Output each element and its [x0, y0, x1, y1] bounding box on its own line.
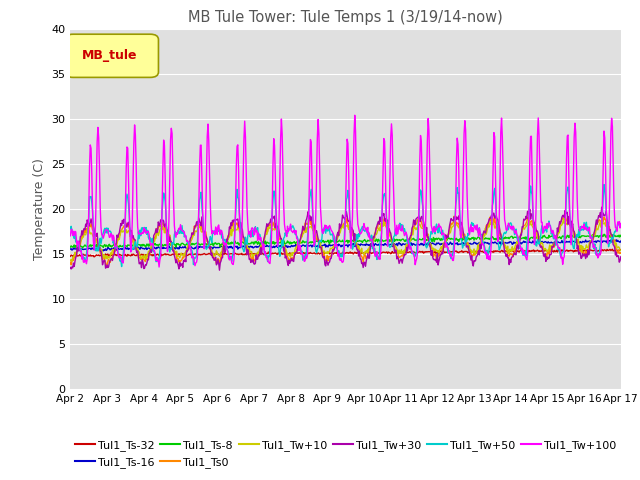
Title: MB Tule Tower: Tule Temps 1 (3/19/14-now): MB Tule Tower: Tule Temps 1 (3/19/14-now… [188, 10, 503, 25]
Tul1_Ts-8 [600, 231, 608, 237]
Line: Tul1_Tw+30: Tul1_Tw+30 [70, 207, 621, 270]
Tul1_Ts-16 [77, 248, 84, 254]
Tul1_Tw+10 [212, 252, 220, 257]
Tul1_Tw+10 [568, 227, 576, 232]
Tul1_Ts-16 [445, 241, 453, 247]
Tul1_Ts0 [102, 264, 110, 269]
Tul1_Tw+30 [216, 267, 223, 273]
Tul1_Tw+100 [338, 259, 346, 265]
Tul1_Ts0 [392, 248, 399, 253]
Tul1_Tw+100 [188, 255, 196, 261]
Tul1_Tw+50 [67, 226, 74, 232]
Tul1_Tw+100 [67, 233, 74, 239]
Tul1_Ts-16 [617, 238, 625, 244]
Tul1_Ts-8 [212, 240, 220, 246]
Line: Tul1_Ts0: Tul1_Ts0 [70, 216, 621, 266]
Tul1_Tw+50 [118, 264, 125, 269]
Tul1_Ts0 [451, 213, 458, 219]
Tul1_Ts-32 [609, 246, 616, 252]
Tul1_Ts-32 [617, 247, 625, 252]
Tul1_Tw+100 [351, 112, 358, 118]
Line: Tul1_Ts-32: Tul1_Ts-32 [70, 249, 621, 257]
Tul1_Tw+100 [392, 231, 400, 237]
Tul1_Tw+10 [68, 258, 76, 264]
Tul1_Ts-32 [67, 253, 74, 259]
Tul1_Ts-8 [445, 236, 453, 241]
Tul1_Ts-16 [612, 237, 620, 243]
Tul1_Ts-32 [188, 252, 196, 257]
Tul1_Ts-16 [188, 245, 196, 251]
Line: Tul1_Ts-8: Tul1_Ts-8 [70, 234, 621, 248]
Tul1_Ts-8 [392, 237, 399, 242]
Tul1_Ts0 [212, 256, 220, 262]
Tul1_Ts-16 [392, 242, 399, 248]
Tul1_Tw+50 [600, 181, 608, 187]
Tul1_Tw+10 [338, 225, 346, 231]
Tul1_Tw+50 [188, 248, 196, 253]
Tul1_Tw+30 [617, 254, 625, 260]
Tul1_Ts-32 [212, 251, 220, 257]
Tul1_Tw+10 [559, 216, 567, 222]
Tul1_Ts-32 [567, 248, 575, 253]
Tul1_Ts0 [188, 235, 196, 241]
Tul1_Ts-32 [90, 254, 98, 260]
Tul1_Tw+10 [67, 257, 74, 263]
Tul1_Ts0 [617, 251, 625, 256]
Tul1_Ts-32 [445, 249, 453, 254]
Tul1_Tw+30 [338, 220, 346, 226]
Tul1_Ts-16 [212, 245, 220, 251]
Tul1_Tw+10 [392, 243, 399, 249]
Tul1_Ts-8 [79, 245, 86, 251]
Tul1_Tw+50 [567, 229, 575, 235]
Line: Tul1_Tw+10: Tul1_Tw+10 [70, 219, 621, 261]
Tul1_Ts-8 [67, 244, 74, 250]
Tul1_Tw+10 [445, 228, 453, 234]
Tul1_Tw+10 [617, 248, 625, 253]
Tul1_Ts0 [445, 227, 453, 232]
Line: Tul1_Tw+50: Tul1_Tw+50 [70, 184, 621, 266]
Tul1_Ts-8 [188, 240, 196, 246]
Tul1_Ts-16 [67, 246, 74, 252]
Tul1_Tw+30 [211, 257, 219, 263]
Tul1_Ts-8 [338, 239, 346, 244]
Tul1_Tw+30 [598, 204, 605, 210]
Tul1_Ts-32 [338, 250, 346, 256]
Tul1_Tw+50 [392, 226, 399, 232]
Tul1_Tw+100 [447, 253, 454, 259]
Tul1_Tw+30 [392, 248, 399, 253]
Tul1_Ts-8 [567, 235, 575, 240]
Tul1_Tw+100 [156, 264, 163, 270]
Legend: Tul1_Ts-32, Tul1_Ts-16, Tul1_Ts-8, Tul1_Ts0, Tul1_Tw+10, Tul1_Tw+30, Tul1_Tw+50,: Tul1_Ts-32, Tul1_Ts-16, Tul1_Ts-8, Tul1_… [70, 436, 621, 472]
Tul1_Tw+30 [567, 218, 575, 224]
Y-axis label: Temperature (C): Temperature (C) [33, 158, 46, 260]
Tul1_Ts-16 [338, 242, 346, 248]
Line: Tul1_Tw+100: Tul1_Tw+100 [70, 115, 621, 267]
FancyBboxPatch shape [65, 34, 159, 77]
Tul1_Tw+100 [212, 224, 220, 230]
Tul1_Tw+50 [617, 222, 625, 228]
Tul1_Tw+30 [188, 234, 195, 240]
Line: Tul1_Ts-16: Tul1_Ts-16 [70, 240, 621, 251]
Tul1_Ts-16 [567, 239, 575, 244]
Tul1_Tw+10 [188, 236, 196, 242]
Tul1_Ts-32 [392, 250, 399, 256]
Tul1_Ts0 [568, 226, 576, 232]
Tul1_Tw+30 [67, 264, 74, 270]
Tul1_Tw+100 [617, 221, 625, 227]
Tul1_Tw+50 [445, 248, 453, 253]
Tul1_Ts0 [67, 259, 74, 265]
Tul1_Tw+30 [445, 223, 453, 228]
Tul1_Tw+50 [212, 228, 220, 234]
Tul1_Tw+50 [338, 254, 346, 260]
Tul1_Ts-8 [617, 234, 625, 240]
Text: MB_tule: MB_tule [83, 49, 138, 62]
Tul1_Tw+100 [568, 230, 576, 236]
Tul1_Ts0 [338, 223, 346, 229]
